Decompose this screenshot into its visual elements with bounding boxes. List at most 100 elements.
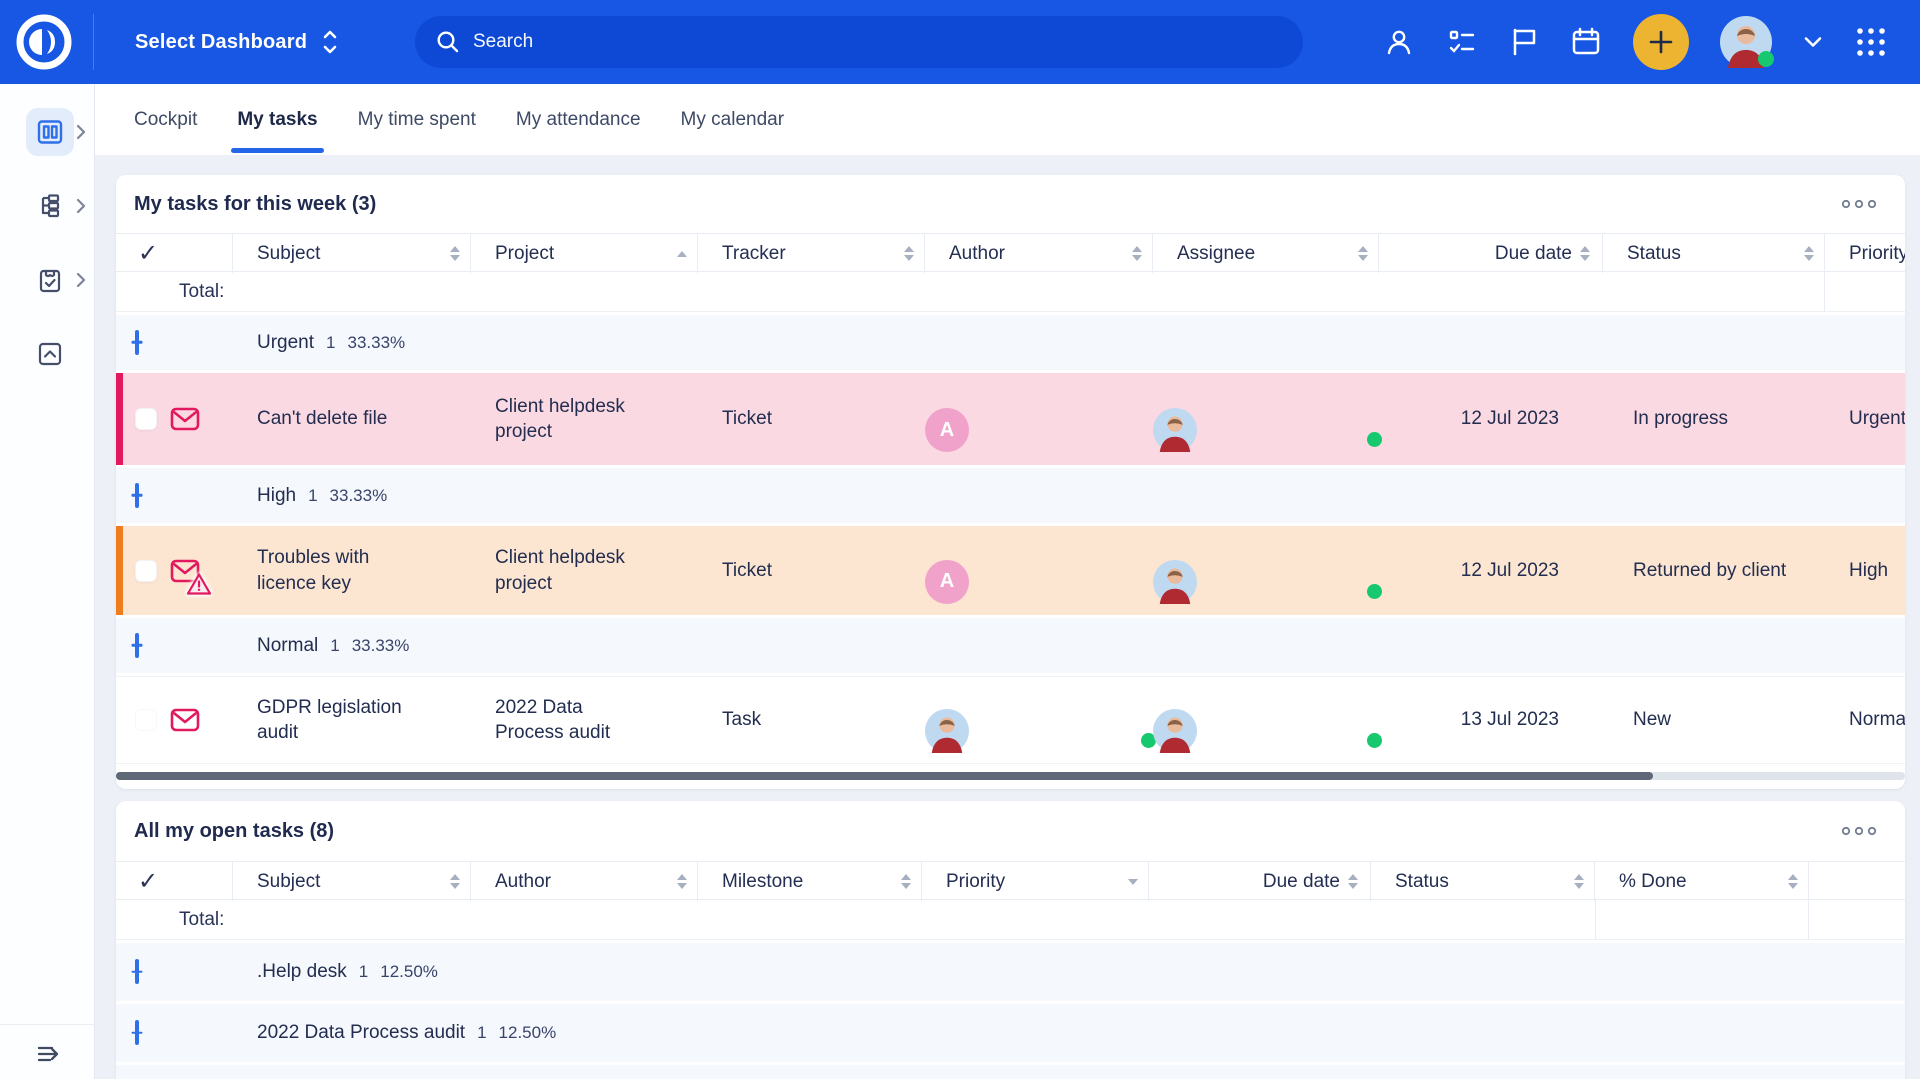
tab-my-calendar[interactable]: My calendar [681, 84, 785, 155]
main-content: My tasks for this week (3) ✓ Subject Pro… [95, 155, 1920, 1079]
avatar-menu-chevron-icon[interactable] [1803, 35, 1823, 49]
widget-my-tasks-week: My tasks for this week (3) ✓ Subject Pro… [116, 175, 1905, 789]
sort-icon [450, 874, 460, 889]
check-icon: ✓ [138, 867, 159, 895]
table-header-row: ✓ Subject Project Tracker Author Assigne… [116, 233, 1905, 273]
cell-subject: GDPR legislation audit [257, 696, 402, 743]
collapse-sidebar-button[interactable] [0, 1024, 95, 1069]
group-count: 1 [358, 962, 369, 981]
sidebar [0, 84, 95, 1079]
column-header-status[interactable]: Status [1603, 234, 1825, 273]
horizontal-scrollbar[interactable] [116, 772, 1905, 780]
column-header-tracker[interactable]: Tracker [698, 234, 925, 273]
group-row-urgent: Urgent 1 33.33% [116, 315, 1905, 370]
calendar-icon[interactable] [1570, 26, 1602, 58]
widget-header: All my open tasks (8) [116, 801, 1905, 861]
group-row-partial [116, 1065, 1905, 1079]
column-header-author[interactable]: Author [471, 862, 698, 901]
scrollbar-thumb[interactable] [116, 772, 1653, 780]
cell-tracker: Ticket [722, 408, 772, 430]
group-label: .Help desk [257, 961, 347, 982]
widget-options-icon[interactable] [1839, 198, 1879, 210]
cell-subject: Troubles with licence key [257, 547, 370, 594]
group-row-high: High 1 33.33% [116, 468, 1905, 523]
column-header-assignee[interactable]: Assignee [1153, 234, 1379, 273]
cell-due-date: 13 Jul 2023 [1460, 709, 1559, 731]
chevron-right-icon [75, 271, 87, 289]
column-header-done[interactable]: % Done [1595, 862, 1809, 901]
task-row[interactable]: Troubles with licence key Client helpdes… [116, 526, 1905, 615]
app-logo-icon[interactable] [15, 13, 73, 71]
sort-icon [1358, 246, 1368, 261]
cell-due-date: 12 Jul 2023 [1460, 408, 1559, 430]
widget-options-icon[interactable] [1839, 825, 1879, 837]
collapse-group-toggle[interactable] [135, 632, 139, 658]
topbar-actions [1383, 0, 1888, 84]
expand-group-toggle[interactable] [135, 1020, 139, 1045]
group-count: 1 [477, 1023, 487, 1042]
group-percent: 33.33% [329, 485, 388, 505]
column-header-priority[interactable]: Priority [1849, 242, 1905, 264]
table-header-row: ✓ Subject Author Milestone Priority Due … [116, 861, 1905, 901]
apps-grid-icon[interactable] [1854, 25, 1888, 59]
task-row[interactable]: GDPR legislation audit 2022 Data Process… [116, 676, 1905, 764]
sidebar-item-dashboards[interactable] [0, 95, 95, 169]
row-checkbox[interactable] [135, 709, 157, 731]
search-bar[interactable] [415, 16, 1303, 68]
assignee-avatar [1153, 709, 1382, 753]
group-percent: 12.50% [380, 962, 438, 981]
tasks-checklist-icon[interactable] [1446, 26, 1478, 58]
group-percent: 12.50% [498, 1023, 557, 1042]
column-header-subject[interactable]: Subject [233, 862, 471, 901]
select-all-checkbox[interactable]: ✓ [116, 234, 233, 273]
sidebar-item-tasks[interactable] [0, 243, 95, 317]
create-new-button[interactable] [1633, 14, 1689, 70]
author-avatar: A [925, 408, 1153, 452]
cell-status: New [1633, 709, 1672, 731]
task-row[interactable]: Can't delete file Client helpdesk projec… [116, 373, 1905, 465]
sidebar-item-more[interactable] [0, 317, 95, 391]
assignee-avatar [1153, 559, 1382, 604]
column-header-subject[interactable]: Subject [233, 234, 471, 273]
group-count: 1 [326, 332, 336, 352]
row-checkbox[interactable] [135, 408, 157, 430]
column-header-status[interactable]: Status [1371, 862, 1595, 901]
column-header-milestone[interactable]: Milestone [698, 862, 922, 901]
column-header-due-date[interactable]: Due date [1379, 234, 1603, 273]
cell-priority: High [1849, 559, 1889, 581]
select-all-checkbox[interactable]: ✓ [116, 862, 233, 901]
tab-my-attendance[interactable]: My attendance [516, 84, 641, 155]
priority-accent-bar [116, 373, 123, 465]
group-row-normal: Normal 1 33.33% [116, 618, 1905, 673]
group-label: 2022 Data Process audit [257, 1022, 466, 1043]
tab-my-tasks[interactable]: My tasks [231, 84, 324, 155]
column-header-project[interactable]: Project [471, 234, 698, 273]
flag-icon[interactable] [1509, 26, 1539, 58]
expand-arrow-icon [37, 1046, 58, 1062]
unread-mail-icon [170, 406, 200, 432]
online-status-dot [1141, 733, 1156, 748]
row-checkbox[interactable] [135, 559, 157, 582]
user-avatar[interactable] [1720, 16, 1774, 68]
expand-group-toggle[interactable] [135, 959, 139, 984]
search-input[interactable] [473, 31, 1173, 53]
sort-icon [1804, 246, 1814, 261]
sort-icon [1788, 874, 1798, 889]
collapse-group-toggle[interactable] [135, 482, 139, 508]
profile-icon[interactable] [1383, 26, 1415, 58]
topbar: Select Dashboard [0, 0, 1920, 84]
unread-mail-icon [170, 707, 200, 733]
online-status-dot [1758, 51, 1774, 67]
column-header-due-date[interactable]: Due date [1149, 862, 1371, 901]
search-icon [435, 29, 461, 55]
unread-mail-alert-icon [170, 558, 212, 595]
tab-my-time-spent[interactable]: My time spent [358, 84, 476, 155]
collapse-group-toggle[interactable] [135, 329, 139, 355]
tab-cockpit[interactable]: Cockpit [134, 84, 197, 155]
dashboard-selector[interactable]: Select Dashboard [135, 0, 339, 84]
cell-project: 2022 Data Process audit [495, 696, 611, 743]
column-header-author[interactable]: Author [925, 234, 1153, 273]
sidebar-item-projects[interactable] [0, 169, 95, 243]
column-header-priority[interactable]: Priority [922, 862, 1149, 901]
